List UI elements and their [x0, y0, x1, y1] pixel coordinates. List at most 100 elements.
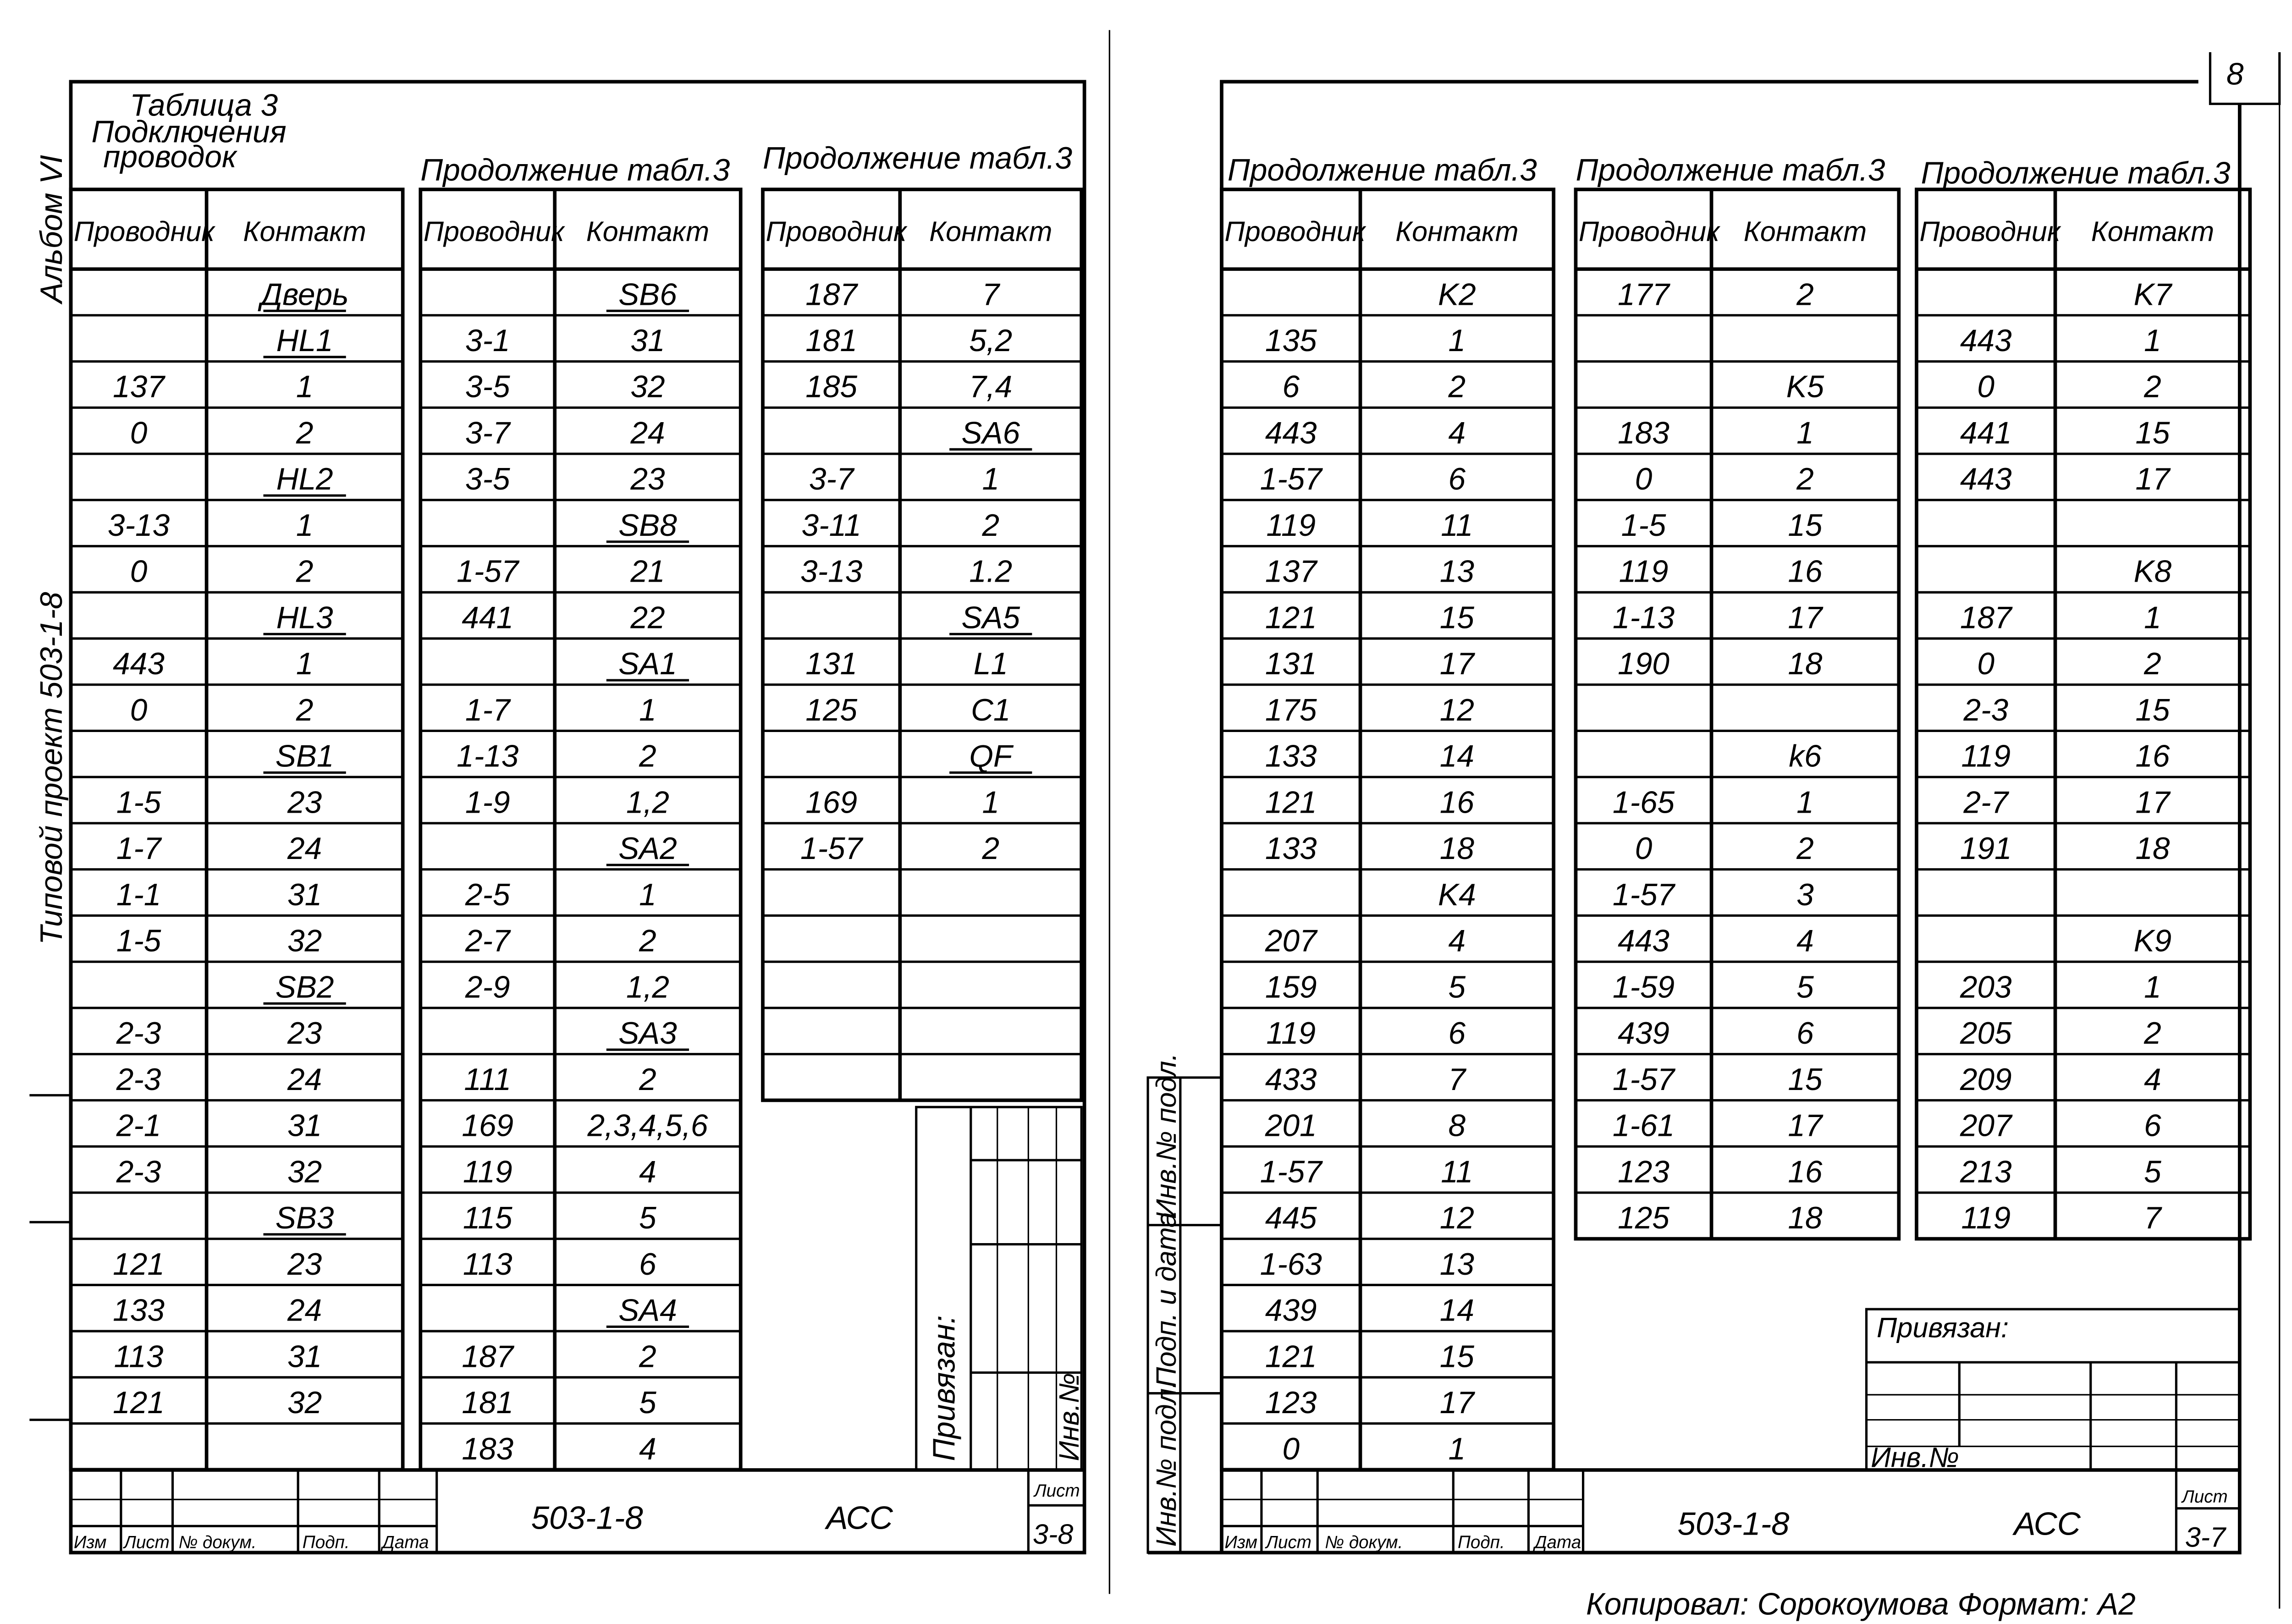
- contact-cell: 2: [981, 831, 999, 866]
- wire-cell: 441: [1960, 416, 2012, 450]
- table-row: 123 17: [1221, 1386, 1554, 1425]
- table-row: 439 14: [1221, 1294, 1554, 1332]
- contact-cell: 2: [2143, 1016, 2161, 1051]
- designation: 503-1-8: [531, 1500, 643, 1536]
- contact-cell: 1: [982, 785, 999, 820]
- table-row: SA4: [420, 1294, 741, 1332]
- col-label: Лист: [1265, 1533, 1311, 1552]
- table-row: 137 1: [71, 370, 403, 409]
- contact-cell: 11: [1441, 508, 1473, 543]
- table-row: SB2: [71, 970, 403, 1009]
- contact-cell: 1: [1796, 416, 1814, 450]
- wire-cell: 1-57: [1613, 878, 1676, 912]
- table-row: 123 16: [1576, 1155, 1899, 1194]
- col-label: Изм: [1224, 1533, 1257, 1552]
- contact-cell: 13: [1440, 555, 1474, 589]
- contact-cell: 32: [630, 370, 665, 404]
- column-header-contact: Контакт: [929, 216, 1052, 247]
- contact-cell: HL2: [276, 462, 333, 496]
- column-header-contact: Контакт: [1395, 216, 1518, 247]
- contact-cell: 31: [287, 1339, 322, 1374]
- contact-cell: 5: [1796, 970, 1814, 1004]
- contact-cell: 17: [2135, 785, 2171, 820]
- contact-cell: 12: [1440, 693, 1474, 727]
- col-label: Дата: [380, 1533, 429, 1552]
- table-row: 115 5: [420, 1201, 741, 1240]
- wire-cell: 3-7: [465, 416, 511, 450]
- wire-cell: 3-7: [809, 462, 855, 496]
- table-row: 187 2: [420, 1339, 741, 1379]
- wire-cell: 2-3: [1963, 693, 2008, 727]
- table-row: 1-57 6: [1221, 462, 1554, 501]
- wire-cell: 121: [1265, 600, 1317, 635]
- contact-cell: 16: [2135, 739, 2170, 774]
- contact-cell: 17: [2135, 462, 2171, 496]
- table-row: SA2: [420, 831, 741, 871]
- table-row: 3-7 1: [763, 462, 1082, 501]
- wire-cell: 1-1: [116, 878, 161, 912]
- table-row: K8: [1916, 555, 2250, 594]
- table-row: 203 1: [1916, 970, 2250, 1009]
- column-header-contact: Контакт: [586, 216, 709, 247]
- table-border: [761, 187, 1084, 1102]
- wire-cell: 119: [1619, 555, 1669, 589]
- contact-cell: L1: [974, 647, 1008, 681]
- contact-cell: 11: [1441, 1155, 1473, 1189]
- column-header-contact: Контакт: [2091, 216, 2214, 247]
- wire-cell: 3-5: [465, 370, 510, 404]
- wire-cell: 119: [1266, 508, 1316, 543]
- wire-cell: 119: [1961, 1201, 2011, 1235]
- bound-label: Привязан:: [1877, 1312, 2009, 1343]
- continuation-caption: Продолжение табл.3: [1921, 156, 2231, 190]
- table-row: 169 2,3,4,5,6: [420, 1109, 741, 1148]
- table-row: 137 13: [1221, 555, 1554, 594]
- contact-cell: 1: [296, 370, 314, 404]
- contact-cell: 5: [639, 1201, 656, 1235]
- wire-cell: 119: [463, 1155, 512, 1189]
- doc-code: АСС: [2012, 1506, 2081, 1542]
- column-header-wire: Проводник: [424, 216, 565, 247]
- wire-cell: 0: [1635, 831, 1653, 866]
- wire-cell: 181: [805, 324, 857, 358]
- contact-cell: 22: [630, 600, 665, 635]
- designation: 503-1-8: [1678, 1506, 1790, 1542]
- contact-cell: K5: [1786, 370, 1824, 404]
- table-row: 201 8: [1221, 1109, 1554, 1148]
- contact-cell: 5,2: [969, 324, 1012, 358]
- wire-cell: 0: [1282, 1432, 1300, 1466]
- table-row: 443 4: [1221, 416, 1554, 455]
- wire-cell: 113: [463, 1247, 512, 1282]
- table-row: K2: [1221, 277, 1554, 317]
- table-row: 185 7,4: [763, 370, 1082, 409]
- page-number: 8: [2226, 57, 2244, 92]
- contact-cell: 2: [1796, 277, 1814, 312]
- side-label: Подп. и дата: [1151, 1212, 1182, 1387]
- contact-cell: 18: [1788, 647, 1823, 681]
- table-row: 1-7 24: [71, 831, 403, 871]
- table-border: [1220, 187, 1556, 1472]
- table-row: HL3: [71, 600, 403, 640]
- table-row: 121 15: [1221, 1339, 1554, 1379]
- wire-cell: 443: [1618, 924, 1669, 958]
- wire-cell: 187: [805, 277, 858, 312]
- col-label: Изм: [74, 1533, 107, 1552]
- contact-cell: SB3: [275, 1201, 334, 1235]
- table-row: 121 32: [71, 1386, 403, 1425]
- wire-cell: 2-3: [116, 1016, 161, 1051]
- contact-cell: 2: [639, 739, 656, 774]
- wire-cell: 159: [1265, 970, 1317, 1004]
- table-row: 159 5: [1221, 970, 1554, 1009]
- wire-cell: 433: [1265, 1062, 1317, 1097]
- column-header-wire: Проводник: [766, 216, 907, 247]
- contact-cell: 2: [639, 1062, 656, 1097]
- contact-cell: 12: [1440, 1201, 1474, 1235]
- wire-cell: 443: [1960, 462, 2012, 496]
- right-title-block: Изм Лист № докум. Подп. Дата 503-1-8 АСС…: [1221, 1468, 2240, 1552]
- contact-cell: 2: [296, 693, 314, 727]
- wire-cell: 135: [1265, 324, 1317, 358]
- table-row: 113 31: [71, 1339, 403, 1379]
- table-caption-3: проводок: [103, 140, 238, 174]
- table-row: 111 2: [420, 1062, 741, 1101]
